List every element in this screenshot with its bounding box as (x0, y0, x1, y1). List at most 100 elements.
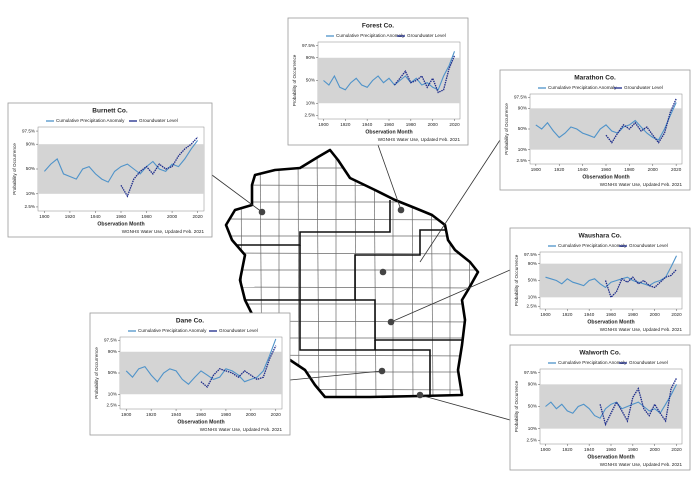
x-tick-label: 2000 (650, 312, 661, 317)
y-tick-label: 97.5% (524, 252, 537, 257)
x-tick-label: 1980 (221, 412, 232, 417)
x-tick-label: 1920 (562, 447, 573, 452)
x-tick-label: 1920 (340, 122, 351, 127)
state-outline (224, 148, 480, 399)
y-tick-label: 2.5% (517, 158, 527, 163)
x-tick-label: 1940 (584, 447, 595, 452)
x-tick-label: 1940 (584, 312, 595, 317)
y-axis-label: Probability of Occurrence (514, 254, 519, 306)
county-line (316, 150, 320, 397)
source-note: WGNHS Water Use, Updated Feb. 2021 (378, 137, 461, 142)
y-tick-label: 97.5% (302, 43, 315, 48)
chart-panel: Burnett Co. 2.5% 10% 50% 90% 97.5% 1900 1920 194… (7, 102, 213, 238)
y-tick-label: 90% (528, 382, 537, 387)
y-tick-label: 2.5% (527, 438, 537, 443)
x-tick-label: 2020 (192, 214, 203, 219)
y-axis-label: Probability of Occurrence (94, 347, 99, 399)
legend-label: Cumulative Precipitation Anomaly (56, 118, 125, 123)
site-dot (397, 206, 405, 214)
y-tick-label: 50% (108, 370, 117, 375)
y-tick-label: 50% (306, 78, 315, 83)
y-tick-label: 97.5% (104, 338, 117, 343)
x-tick-label: 1920 (146, 412, 157, 417)
legend-label: Groundwater Level (407, 33, 446, 38)
x-tick-label: 1940 (362, 122, 373, 127)
y-tick-label: 97.5% (514, 95, 527, 100)
x-axis-label: Observation Month (587, 454, 634, 460)
y-tick-label: 90% (528, 261, 537, 266)
x-tick-label: 1960 (606, 312, 617, 317)
county-line (297, 150, 300, 397)
y-tick-label: 50% (528, 404, 537, 409)
source-note: WGNHS Water Use, Updated Feb. 2021 (122, 229, 205, 234)
x-tick-label: 2000 (650, 447, 661, 452)
shaded-range (318, 57, 460, 104)
legend-label: Cumulative Precipitation Anomaly (558, 360, 627, 365)
x-tick-label: 1960 (601, 167, 612, 172)
y-tick-label: 50% (528, 278, 537, 283)
source-note: WGNHS Water Use, Updated Feb. 2021 (600, 327, 683, 332)
legend-label: Groundwater Level (629, 243, 668, 248)
series-line (393, 55, 456, 94)
x-tick-label: 1920 (562, 312, 573, 317)
county-line (226, 286, 478, 289)
region-lines (226, 200, 470, 397)
x-tick-label: 1940 (577, 167, 588, 172)
connectors (211, 139, 511, 421)
x-tick-label: 1940 (171, 412, 182, 417)
x-tick-label: 1900 (540, 447, 551, 452)
y-axis-label: Probability of Occurrence (514, 380, 519, 432)
x-tick-label: 1920 (554, 167, 565, 172)
chart-panel: Waushara Co. 2.5% 10% 50% 90% 97.5% 1900 1920 19… (509, 227, 691, 336)
shaded-range (530, 108, 682, 150)
x-axis-label: Observation Month (97, 221, 144, 227)
chart-panel: Dane Co. 2.5% 10% 50% 90% 97.5% 1900 1920 1940 19… (89, 312, 291, 436)
series-line (200, 345, 277, 389)
y-tick-label: 90% (108, 349, 117, 354)
x-tick-label: 1900 (318, 122, 329, 127)
x-tick-label: 1980 (406, 122, 417, 127)
x-tick-label: 2020 (271, 412, 282, 417)
county-line (226, 252, 478, 255)
y-tick-label: 90% (26, 141, 35, 146)
y-axis-label: Probability of Occurrence (504, 103, 509, 155)
series-line (43, 140, 199, 183)
y-axis-label: Probability of Occurrence (292, 54, 297, 106)
shaded-range (120, 351, 282, 395)
y-tick-label: 97.5% (524, 370, 537, 375)
legend-label: Groundwater Level (629, 360, 668, 365)
y-tick-label: 50% (26, 166, 35, 171)
site-dot (387, 318, 395, 326)
site-dots (258, 206, 424, 399)
x-tick-label: 1980 (628, 447, 639, 452)
y-tick-label: 10% (108, 391, 117, 396)
legend-label: Cumulative Precipitation Anomaly (138, 328, 207, 333)
chart-panel: Walworth Co. 2.5% 10% 50% 90% 97.5% 1900 1920 19… (509, 344, 691, 471)
series-line (605, 98, 677, 144)
legend-label: Cumulative Precipitation Anomaly (336, 33, 405, 38)
chart-panel: Forest Co. 2.5% 10% 50% 90% 97.5% 1900 1920 1940… (287, 17, 469, 146)
chart-panel: Marathon Co. 2.5% 10% 50% 90% 97.5% 1900 1920 19… (499, 69, 691, 191)
connector (419, 394, 511, 421)
connector (377, 144, 402, 211)
x-tick-label: 2000 (246, 412, 257, 417)
y-tick-label: 10% (518, 147, 527, 152)
x-tick-label: 2000 (648, 167, 659, 172)
x-tick-label: 1980 (141, 214, 152, 219)
chart-title: Burnett Co. (92, 108, 128, 115)
x-tick-label: 1960 (196, 412, 207, 417)
x-tick-label: 1900 (540, 312, 551, 317)
legend-label: Cumulative Precipitation Anomaly (548, 85, 617, 90)
chart-title: Dane Co. (176, 318, 204, 325)
site-dot (379, 268, 387, 276)
y-tick-label: 50% (518, 126, 527, 131)
series-line (604, 268, 677, 299)
y-tick-label: 10% (528, 426, 537, 431)
x-tick-label: 2020 (671, 447, 682, 452)
y-tick-label: 2.5% (305, 112, 315, 117)
chart-title: Forest Co. (362, 23, 394, 30)
x-tick-label: 1960 (384, 122, 395, 127)
x-tick-label: 1980 (628, 312, 639, 317)
shaded-range (540, 384, 682, 429)
